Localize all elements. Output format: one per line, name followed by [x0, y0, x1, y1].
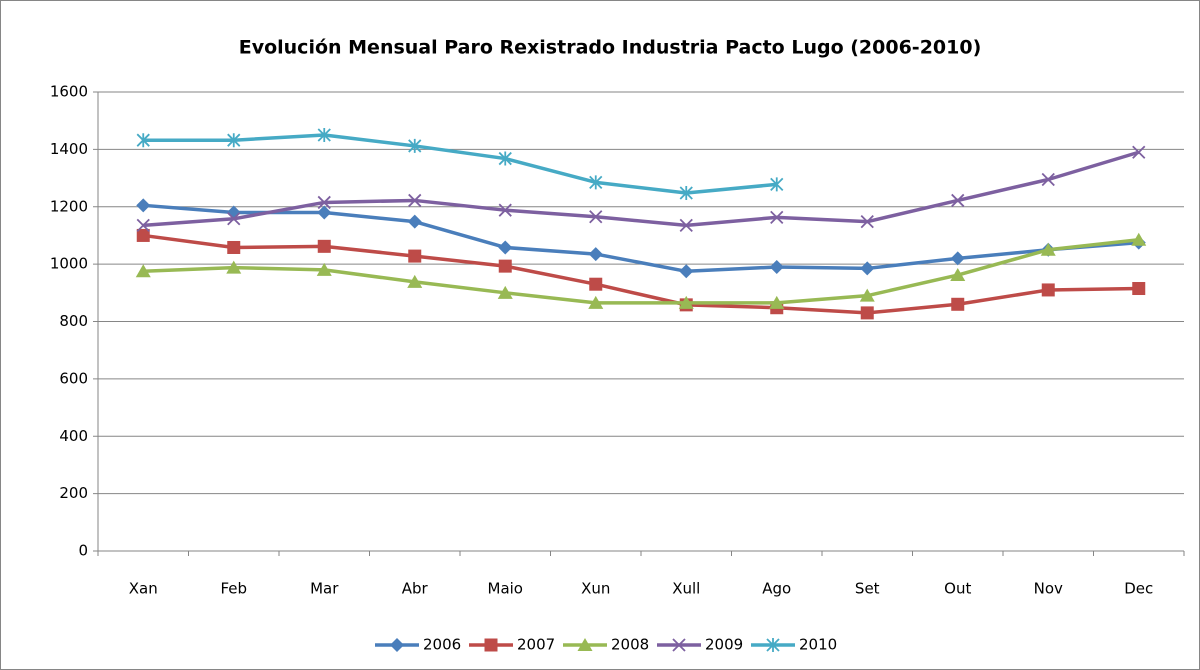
marker [316, 262, 332, 276]
marker [1040, 242, 1056, 256]
y-tick-label: 0 [78, 542, 88, 560]
legend-label: 2009 [705, 636, 743, 654]
marker [770, 177, 784, 192]
marker [672, 638, 686, 652]
marker [390, 638, 404, 652]
series-line [143, 150, 1140, 228]
x-tick-label: Set [855, 580, 880, 598]
chart-title: Evolución Mensual Paro Rexistrado Indust… [239, 37, 982, 59]
legend-label: 2006 [423, 636, 461, 654]
marker [678, 295, 694, 309]
marker [860, 306, 874, 320]
marker [679, 264, 694, 279]
x-tick-label: Mar [310, 580, 339, 598]
x-tick-label: Maio [488, 580, 523, 598]
marker [408, 138, 422, 153]
marker [770, 210, 784, 225]
marker [860, 215, 874, 229]
marker [498, 240, 513, 255]
x-tick-label: Feb [220, 580, 247, 598]
marker [497, 285, 513, 299]
marker [950, 251, 965, 266]
marker [860, 261, 875, 276]
marker [1131, 232, 1147, 246]
marker [484, 638, 498, 652]
marker [498, 203, 512, 217]
marker [227, 133, 241, 148]
legend-label: 2008 [611, 636, 649, 654]
marker [1132, 282, 1146, 296]
marker [769, 259, 784, 274]
marker [226, 260, 242, 274]
marker [588, 295, 604, 309]
marker [589, 210, 603, 224]
marker [136, 198, 151, 213]
x-tick-label: Xull [672, 580, 700, 598]
y-tick-label: 600 [59, 369, 88, 387]
marker [136, 218, 150, 233]
x-tick-label: Nov [1034, 580, 1063, 598]
y-tick-label: 1400 [50, 140, 88, 158]
marker [408, 249, 422, 263]
marker [951, 193, 965, 208]
marker [227, 240, 241, 254]
marker [766, 638, 780, 652]
marker [317, 239, 331, 253]
x-tick-label: Xan [129, 580, 158, 598]
marker [407, 274, 423, 288]
legend-label: 2010 [799, 636, 837, 654]
series-line [143, 133, 777, 195]
marker [951, 297, 965, 311]
marker [408, 193, 422, 208]
marker [1041, 172, 1055, 187]
marker [227, 212, 241, 226]
marker [135, 264, 151, 278]
y-tick-label: 800 [59, 312, 88, 330]
marker [679, 185, 693, 200]
marker [769, 295, 785, 309]
marker [136, 133, 150, 148]
y-tick-label: 1000 [50, 255, 88, 273]
marker [950, 268, 966, 282]
marker [317, 195, 331, 210]
marker [679, 218, 693, 233]
marker [577, 638, 593, 651]
marker [317, 128, 331, 143]
marker [407, 214, 422, 229]
marker [136, 228, 150, 242]
marker [498, 151, 512, 166]
x-tick-label: Abr [402, 580, 429, 598]
x-tick-label: Out [944, 580, 971, 598]
marker [859, 288, 875, 302]
marker [589, 175, 603, 190]
marker [498, 259, 512, 273]
series-line [143, 203, 1139, 274]
x-tick-label: Dec [1124, 580, 1153, 598]
legend-label: 2007 [517, 636, 555, 654]
y-tick-label: 1200 [50, 197, 88, 215]
x-tick-label: Xun [581, 580, 610, 598]
series-line [143, 233, 1139, 315]
marker [1132, 145, 1146, 159]
y-tick-label: 200 [59, 484, 88, 502]
y-tick-label: 400 [59, 427, 88, 445]
marker [589, 277, 603, 291]
series-line [143, 238, 1139, 305]
marker [317, 205, 332, 220]
y-tick-label: 1600 [50, 83, 88, 101]
x-tick-label: Ago [762, 580, 791, 598]
marker [1041, 283, 1055, 297]
marker [588, 247, 603, 262]
